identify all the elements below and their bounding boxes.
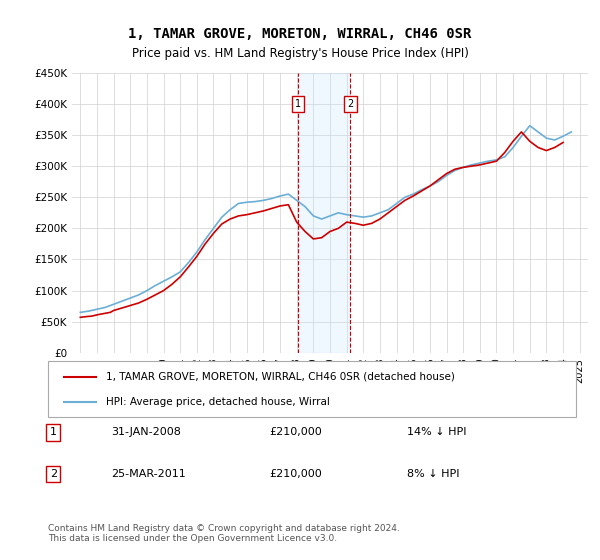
Text: 2: 2 <box>50 469 57 479</box>
Bar <box>298 73 350 353</box>
FancyBboxPatch shape <box>48 361 576 417</box>
Text: 1: 1 <box>295 99 301 109</box>
Text: 1, TAMAR GROVE, MORETON, WIRRAL, CH46 0SR (detached house): 1, TAMAR GROVE, MORETON, WIRRAL, CH46 0S… <box>106 372 455 382</box>
Text: Contains HM Land Registry data © Crown copyright and database right 2024.
This d: Contains HM Land Registry data © Crown c… <box>48 524 400 543</box>
Text: 8% ↓ HPI: 8% ↓ HPI <box>407 469 460 479</box>
Text: 1: 1 <box>50 427 57 437</box>
Text: Price paid vs. HM Land Registry's House Price Index (HPI): Price paid vs. HM Land Registry's House … <box>131 46 469 60</box>
Text: 2: 2 <box>347 99 353 109</box>
Text: 25-MAR-2011: 25-MAR-2011 <box>112 469 186 479</box>
Text: £210,000: £210,000 <box>270 427 323 437</box>
Text: HPI: Average price, detached house, Wirral: HPI: Average price, detached house, Wirr… <box>106 396 330 407</box>
Text: £210,000: £210,000 <box>270 469 323 479</box>
Text: 31-JAN-2008: 31-JAN-2008 <box>112 427 181 437</box>
Text: 14% ↓ HPI: 14% ↓ HPI <box>407 427 467 437</box>
Text: 1, TAMAR GROVE, MORETON, WIRRAL, CH46 0SR: 1, TAMAR GROVE, MORETON, WIRRAL, CH46 0S… <box>128 27 472 41</box>
